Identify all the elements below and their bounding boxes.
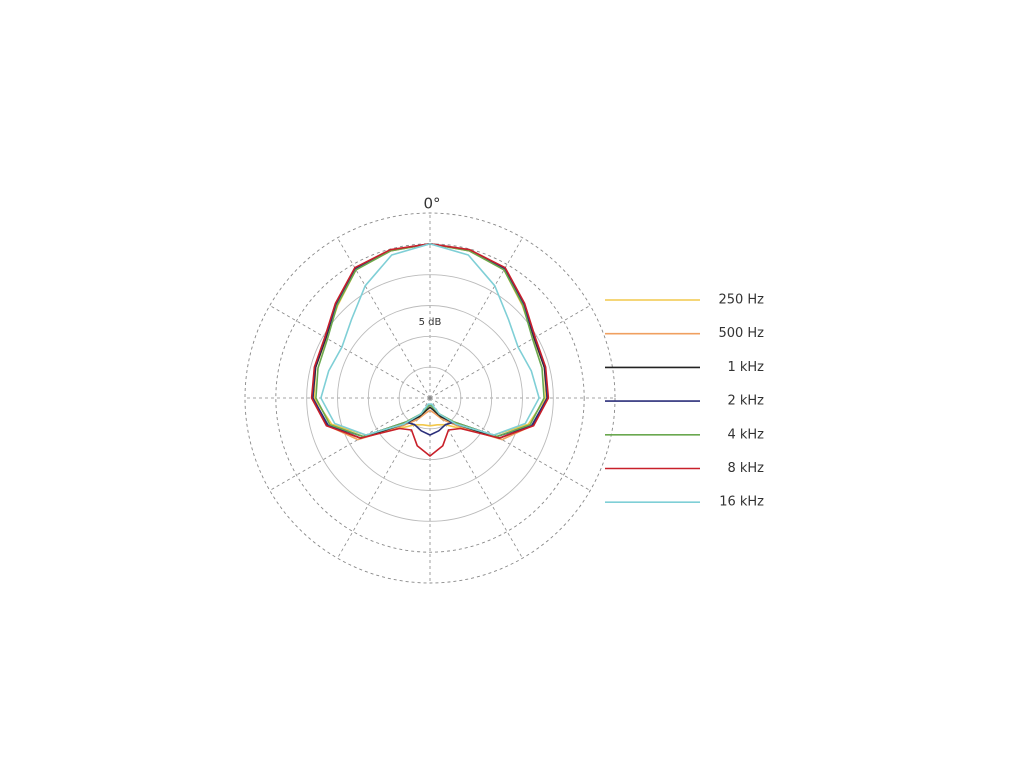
legend-label: 500 Hz <box>718 326 764 341</box>
legend-label: 250 Hz <box>718 293 764 308</box>
ring-grid-line <box>306 274 554 522</box>
legend-label: 1 kHz <box>727 360 764 375</box>
ring-grid-line <box>337 305 523 491</box>
ring-grid-line <box>398 366 462 430</box>
series-line <box>312 243 548 439</box>
scale-annotation: 5 dB <box>419 317 442 328</box>
legend-label: 8 kHz <box>727 461 764 476</box>
series-line <box>320 243 540 436</box>
ring-grid-line <box>367 335 493 461</box>
ring-grid-line <box>244 212 616 584</box>
legend-label: 16 kHz <box>719 495 764 510</box>
series-line <box>310 243 550 457</box>
legend-label: 2 kHz <box>727 394 764 409</box>
angle-label: 0° <box>423 195 440 213</box>
legend-label: 4 kHz <box>727 427 764 442</box>
